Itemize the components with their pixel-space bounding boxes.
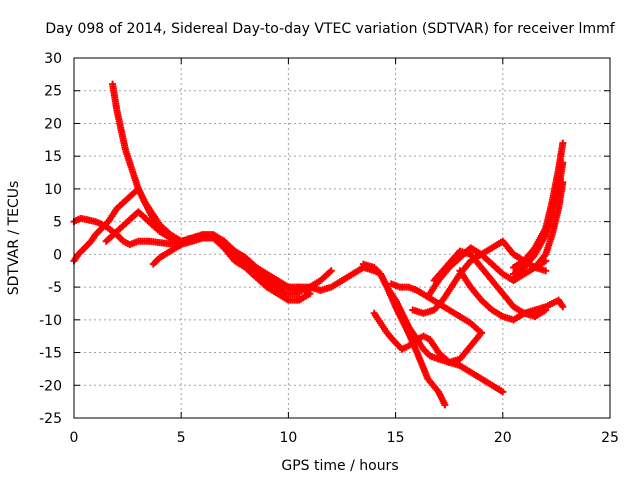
data-point	[542, 267, 550, 275]
y-axis-label: SDTVAR / TECUs	[6, 181, 22, 296]
data-point	[477, 329, 485, 337]
y-tick-label: 0	[53, 247, 62, 263]
series-track-i	[387, 280, 485, 337]
x-tick-label: 20	[494, 430, 512, 446]
data-marks	[70, 80, 567, 409]
series-track-o	[510, 139, 567, 271]
y-tick-label: -15	[39, 346, 62, 362]
series-track-h	[370, 309, 485, 366]
data-point	[559, 303, 567, 311]
y-tick-label: 10	[44, 182, 62, 198]
y-tick-label: 30	[44, 51, 62, 67]
x-tick-label: 15	[387, 430, 405, 446]
plot-frame	[73, 57, 611, 419]
x-tick-label: 5	[177, 430, 186, 446]
grid	[73, 57, 611, 419]
data-point	[306, 290, 314, 298]
y-tick-labels: 30 25 20 15 10 5 0 -5 -10 -15 -20 -25	[39, 51, 62, 427]
y-tick-label: -25	[39, 411, 62, 427]
x-axis-label: GPS time / hours	[281, 458, 398, 474]
data-point	[327, 267, 335, 275]
series-track-j	[409, 237, 550, 317]
x-tick-label: 10	[279, 430, 297, 446]
data-point	[441, 401, 449, 409]
x-tick-label: 25	[601, 430, 619, 446]
series-track-m	[456, 267, 567, 324]
x-tick-labels: 0 5 10 15 20 25	[70, 430, 619, 446]
y-tick-label: -20	[39, 378, 62, 394]
y-tick-label: 15	[44, 149, 62, 165]
series-track-p	[531, 178, 567, 271]
y-tick-label: 20	[44, 116, 62, 132]
chart-title: Day 098 of 2014, Sidereal Day-to-day VTE…	[45, 21, 615, 37]
series-track-c	[70, 214, 303, 298]
y-tick-label: 25	[44, 84, 62, 100]
data-point	[499, 388, 507, 396]
x-tick-label: 0	[70, 430, 79, 446]
y-tick-label: 5	[53, 215, 62, 231]
data-point	[284, 283, 292, 291]
series-track-e	[149, 232, 292, 291]
data-point	[559, 139, 567, 147]
y-tick-label: -10	[39, 313, 62, 329]
data-point	[559, 178, 567, 186]
y-tick-label: -5	[48, 280, 62, 296]
